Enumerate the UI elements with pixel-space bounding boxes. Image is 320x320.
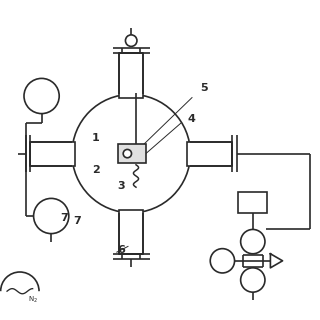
Bar: [30, 142, 75, 166]
Text: 6: 6: [118, 244, 125, 255]
Text: 5: 5: [200, 83, 208, 93]
Circle shape: [241, 268, 265, 292]
Text: 7: 7: [73, 216, 81, 226]
Circle shape: [210, 249, 235, 273]
Bar: [187, 142, 232, 166]
Circle shape: [72, 94, 190, 213]
Circle shape: [125, 35, 137, 46]
Bar: [119, 53, 143, 98]
Text: $\mathrm{N_2}$: $\mathrm{N_2}$: [28, 294, 38, 305]
Circle shape: [241, 229, 265, 254]
Text: 3: 3: [118, 180, 125, 191]
Circle shape: [24, 78, 59, 114]
Text: 7: 7: [60, 212, 68, 223]
Text: 2: 2: [92, 164, 100, 175]
Circle shape: [123, 149, 132, 158]
Text: 4: 4: [187, 114, 195, 124]
Circle shape: [34, 198, 69, 234]
Bar: [118, 144, 146, 163]
Text: 1: 1: [92, 132, 100, 143]
Bar: [238, 192, 267, 213]
Bar: [119, 210, 143, 254]
